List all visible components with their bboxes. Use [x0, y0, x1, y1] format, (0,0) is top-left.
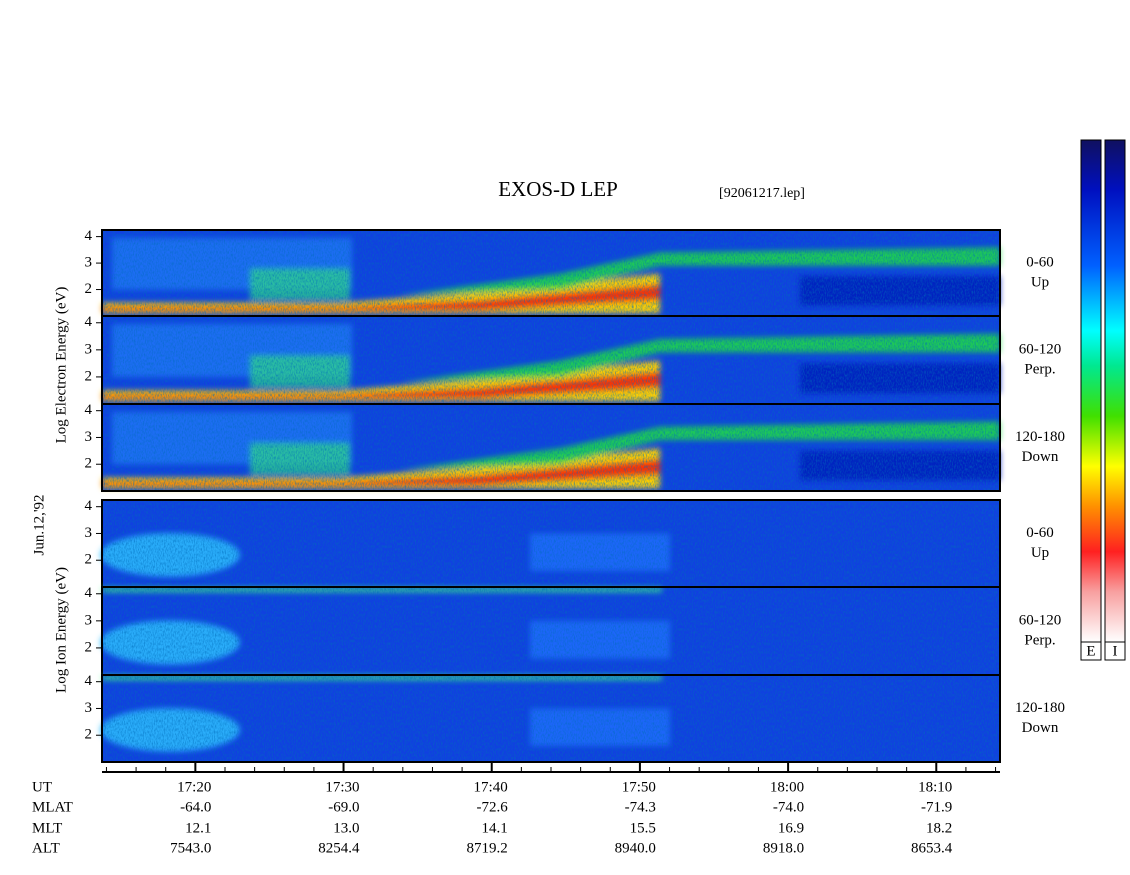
panel-label: 60-120: [1019, 341, 1062, 357]
panel-frame: [101, 403, 1001, 492]
x-tick-label: 17:30: [325, 779, 359, 795]
y-tick-label: 2: [85, 456, 93, 472]
spectrogram: [100, 675, 1000, 762]
y-tick-label: 3: [85, 341, 93, 357]
y-tick-label: 3: [85, 525, 93, 541]
y-tick-label: 3: [85, 255, 93, 271]
y-tick-label: 3: [85, 429, 93, 445]
ephemeris-value: -74.0: [773, 799, 804, 815]
ephemeris-value: 8719.2: [466, 840, 507, 856]
ephemeris-value: 14.1: [481, 820, 507, 836]
ephemeris-value: -71.9: [921, 799, 952, 815]
spectrogram: [102, 230, 1000, 316]
ephemeris-value: 13.0: [333, 820, 359, 836]
texture: [102, 316, 1000, 404]
y-tick-label: 2: [85, 552, 93, 568]
y-tick-label: 4: [85, 498, 93, 514]
colorbar-box: [1080, 641, 1102, 661]
colorbar: [1080, 139, 1102, 643]
ephemeris-value: 8254.4: [318, 840, 360, 856]
title: EXOS-D LEP: [498, 177, 618, 201]
panel-label: 0-60: [1026, 254, 1054, 270]
date: Jun.12,'92: [31, 494, 47, 555]
panel-label: Up: [1031, 545, 1049, 561]
ephemeris-value: 7543.0: [170, 840, 211, 856]
x-tick-label: 17:50: [622, 779, 656, 795]
texture: [102, 587, 1000, 675]
panel-label: Perp.: [1024, 632, 1055, 648]
panel-frame: [101, 674, 1001, 763]
panels: Log Electron Energy (eV) 2 3 4 0-60 Up 2 3 4 60-1…: [53, 228, 1065, 763]
y-tick-label: 4: [85, 228, 93, 244]
colorbar-label: E: [1086, 643, 1095, 659]
y-tick-label: 2: [85, 727, 93, 743]
x-tick-label: 18:00: [770, 779, 804, 795]
panel-label: Up: [1031, 274, 1049, 290]
y-tick-label: 4: [85, 585, 93, 601]
panel-label: 0-60: [1026, 525, 1054, 541]
spectrogram: [100, 500, 1000, 587]
ephemeris-value: 8940.0: [615, 840, 656, 856]
panel-label: 120-180: [1015, 429, 1065, 445]
group-label: Log Ion Energy (eV): [53, 567, 69, 693]
panel-label: 120-180: [1015, 700, 1065, 716]
ephemeris-value: 8653.4: [911, 840, 953, 856]
texture: [102, 675, 1000, 762]
ephemeris-name: MLAT: [32, 799, 73, 815]
time-axis: UT MLAT MLT ALT 17:20 -64.0 12.1 7543.0 17:30 -69…: [32, 763, 1000, 856]
spectrogram: [102, 316, 1000, 404]
texture: [102, 404, 1000, 491]
ephemeris-value: 18.2: [926, 820, 952, 836]
ephemeris-name: UT: [32, 779, 52, 795]
file-name: [92061217.lep]: [719, 186, 805, 201]
ephemeris-value: -74.3: [625, 799, 656, 815]
ephemeris-value: -64.0: [180, 799, 211, 815]
colorbar-label: I: [1113, 643, 1118, 659]
x-tick-label: 18:10: [918, 779, 952, 795]
ephemeris-value: 16.9: [778, 820, 804, 836]
y-tick-label: 2: [85, 368, 93, 384]
spectrogram: [100, 587, 1000, 675]
y-tick-label: 4: [85, 402, 93, 418]
colorbar: [1104, 139, 1126, 643]
panel-label: Down: [1022, 720, 1059, 736]
x-tick-label: 17:20: [177, 779, 211, 795]
panel-label: Perp.: [1024, 361, 1055, 377]
y-tick-label: 2: [85, 639, 93, 655]
y-tick-label: 3: [85, 612, 93, 628]
ephemeris-value: -72.6: [476, 799, 508, 815]
ephemeris-value: 15.5: [630, 820, 656, 836]
panel-label: 60-120: [1019, 612, 1062, 628]
texture: [102, 230, 1000, 316]
colorbar-box: [1104, 641, 1126, 661]
texture: [102, 500, 1000, 587]
group-label: Log Electron Energy (eV): [53, 287, 69, 444]
y-tick-label: 4: [85, 673, 93, 689]
ephemeris-value: 12.1: [185, 820, 211, 836]
y-tick-label: 4: [85, 314, 93, 330]
ephemeris-name: MLT: [32, 820, 62, 836]
y-tick-label: 3: [85, 700, 93, 716]
ephemeris-value: 8918.0: [763, 840, 804, 856]
x-tick-label: 17:40: [474, 779, 508, 795]
ephemeris-name: ALT: [32, 840, 60, 856]
ephemeris-value: -69.0: [328, 799, 359, 815]
y-tick-label: 2: [85, 281, 93, 297]
panel-label: Down: [1022, 449, 1059, 465]
spectrogram: [102, 404, 1000, 491]
